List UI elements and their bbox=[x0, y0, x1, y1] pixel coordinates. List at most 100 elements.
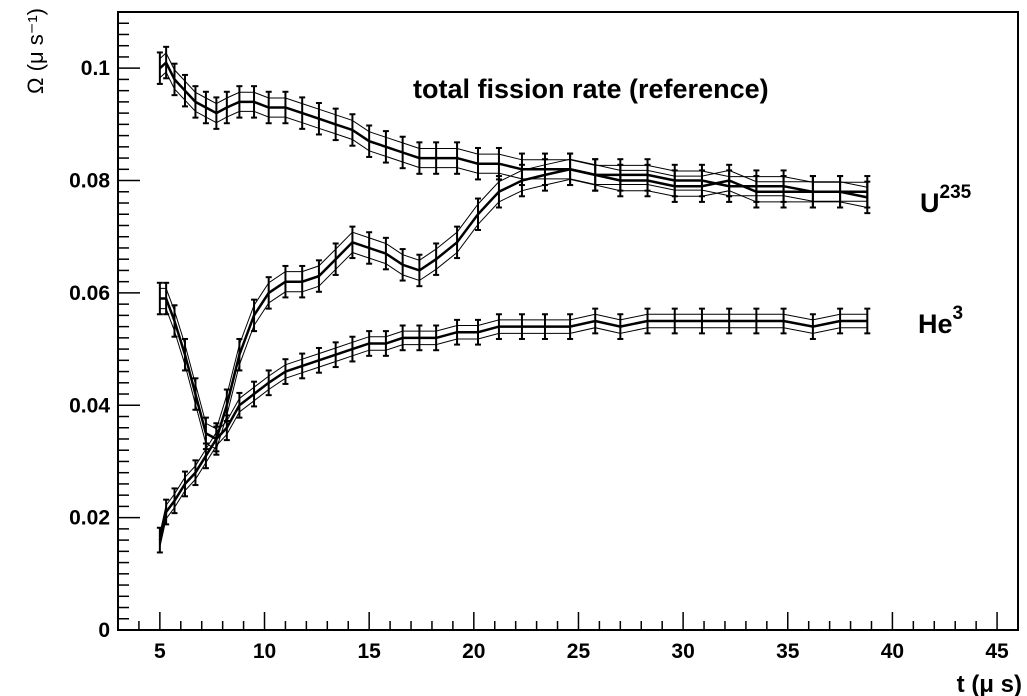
series-2-error-bar bbox=[592, 158, 599, 192]
y-tick-label: 0.04 bbox=[69, 394, 110, 417]
series-2-error-bar bbox=[780, 175, 787, 209]
series-2-error-bar bbox=[156, 281, 163, 316]
x-tick-label: 35 bbox=[776, 640, 800, 663]
series-2-error-bar bbox=[315, 259, 322, 293]
series-3-error-bar bbox=[171, 487, 178, 515]
x-tick-label: 40 bbox=[881, 640, 904, 663]
series-3-error-bar bbox=[644, 307, 651, 335]
series-1-band-line bbox=[159, 52, 868, 183]
series-2-error-bar bbox=[236, 337, 243, 372]
series-2-error-bar bbox=[644, 163, 651, 198]
series-1-error-bar bbox=[416, 141, 423, 175]
series-2-error-bar bbox=[349, 225, 356, 260]
series-3-error-bar bbox=[315, 346, 322, 374]
series-1-error-bar bbox=[171, 62, 178, 97]
x-tick-label: 10 bbox=[253, 640, 276, 663]
series-1-line bbox=[159, 60, 868, 194]
series-3-error-bar bbox=[837, 307, 844, 335]
series-3-error-bar bbox=[780, 307, 787, 335]
y-tick-label: 0.1 bbox=[81, 57, 111, 80]
series-3-error-bar bbox=[265, 369, 272, 397]
series-2-error-bar bbox=[171, 304, 178, 338]
series-2-error-bar bbox=[698, 169, 705, 203]
he3-label: He3 bbox=[918, 303, 963, 339]
series-2-error-bar bbox=[251, 298, 258, 333]
series-2-error-bar bbox=[299, 264, 306, 299]
series-3-error-bar bbox=[251, 380, 258, 408]
series-3-error-bar bbox=[809, 313, 816, 340]
series-1-error-bar bbox=[332, 107, 339, 142]
series-3-error-bar bbox=[454, 318, 461, 346]
series-3-error-bar bbox=[299, 352, 306, 380]
series-3-error-bar bbox=[433, 324, 440, 352]
series-3-error-bar bbox=[592, 307, 599, 335]
series-1-error-bar bbox=[223, 90, 230, 125]
x-tick-label: 25 bbox=[567, 640, 591, 663]
series-1-error-bar bbox=[156, 51, 163, 85]
series-3-band-line bbox=[159, 313, 868, 534]
series-2-error-bar bbox=[399, 248, 406, 282]
x-tick-label: 5 bbox=[154, 640, 166, 663]
x-tick-label: 15 bbox=[357, 640, 381, 663]
series-3-error-bar bbox=[617, 313, 624, 340]
series-2-error-bar bbox=[433, 242, 440, 276]
series-2-error-bar bbox=[671, 169, 678, 203]
series-3-error-bar bbox=[567, 313, 574, 340]
series-2-error-bar bbox=[753, 175, 760, 209]
series-2-error-bar bbox=[366, 231, 373, 265]
y-tick-label: 0 bbox=[98, 619, 110, 642]
series-3-error-bar bbox=[399, 324, 406, 352]
series-2-error-bar bbox=[475, 197, 481, 231]
series-3-error-bar bbox=[332, 341, 339, 369]
series-2-error-bar bbox=[192, 377, 199, 411]
series-3-error-bar bbox=[753, 307, 760, 335]
series-1-error-bar bbox=[181, 73, 188, 108]
series-1-error-bar bbox=[382, 130, 389, 164]
series-1-error-bar bbox=[163, 45, 170, 80]
series-1-error-bar bbox=[251, 85, 258, 119]
series-3-error-bar bbox=[518, 313, 525, 340]
series-2-error-bar bbox=[617, 163, 624, 198]
x-axis: 5 10 15 20 25 30 35 40 45 bbox=[138, 612, 1019, 663]
y-tick-label: 0.02 bbox=[69, 507, 110, 530]
series-2-error-bar bbox=[495, 175, 502, 209]
series-2-line bbox=[159, 168, 868, 441]
series-1-error-bar bbox=[192, 85, 199, 119]
y-axis: 0 0.02 0.04 0.06 0.08 0.1 bbox=[69, 22, 140, 642]
series-1-error-bar bbox=[282, 90, 289, 125]
series-3-error-bar bbox=[475, 318, 481, 346]
series-2-error-bar bbox=[332, 242, 339, 276]
series-2-error-bar bbox=[809, 175, 816, 209]
series-1-error-bar bbox=[454, 141, 461, 175]
series-3-error-bar bbox=[864, 307, 871, 335]
x-tick-label: 30 bbox=[671, 640, 694, 663]
series-3-error-bar bbox=[282, 358, 289, 385]
x-tick-label: 45 bbox=[985, 640, 1009, 663]
series-2-error-bar bbox=[265, 276, 272, 310]
series-1-error-bar bbox=[433, 141, 440, 175]
series-1-error-bar bbox=[475, 146, 481, 181]
u235-label-superscript: 235 bbox=[940, 182, 972, 203]
series-1-error-bar bbox=[299, 96, 306, 130]
series-3-error-bar bbox=[541, 313, 548, 340]
series-1-error-bar bbox=[366, 124, 373, 158]
series-2-error-bar bbox=[864, 180, 871, 215]
series-3-error-bar bbox=[366, 330, 373, 357]
series-1-error-bar bbox=[236, 85, 243, 119]
series-2-error-bar bbox=[837, 175, 844, 209]
series-3-error-bar bbox=[671, 307, 678, 335]
series-3-error-bar bbox=[495, 313, 502, 340]
series-1-error-bar bbox=[202, 90, 209, 125]
series-3-error-bar bbox=[192, 459, 199, 487]
y-tick-label: 0.08 bbox=[69, 170, 110, 193]
series-3-error-bar bbox=[698, 307, 705, 335]
series-1-error-bar bbox=[265, 90, 272, 125]
series-2-error-bar bbox=[282, 264, 289, 299]
series-1-error-bar bbox=[399, 135, 406, 170]
x-axis-title: t (μ s) bbox=[957, 671, 1022, 696]
series-2-error-bar bbox=[567, 152, 574, 187]
series-3-error-bar bbox=[181, 470, 188, 498]
series-2-error-bar bbox=[518, 163, 525, 198]
series-2-error-bar bbox=[181, 337, 188, 372]
